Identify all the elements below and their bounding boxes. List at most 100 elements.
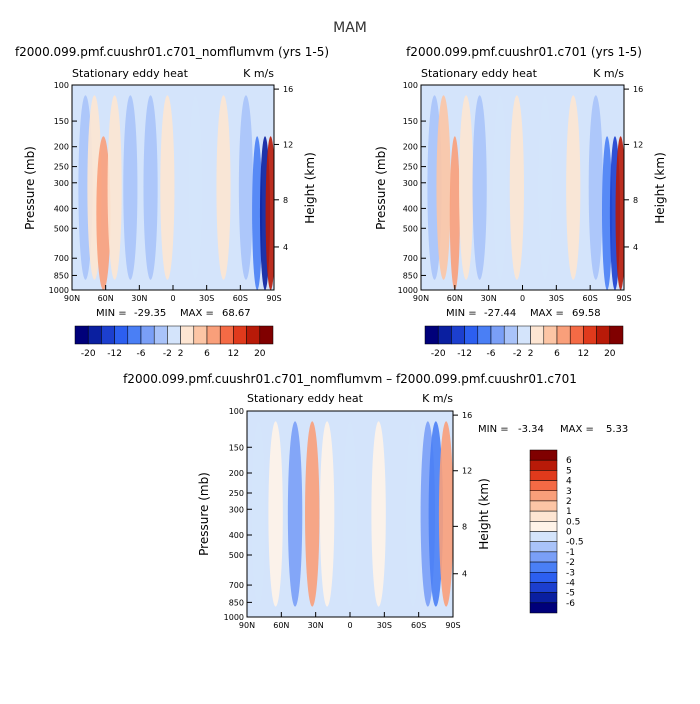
- page-title: MAM: [333, 20, 367, 36]
- colorbar-swatch: [140, 325, 155, 345]
- panel-1-minmax: MIN = -29.35 MAX = 68.67: [96, 308, 251, 319]
- y-tick-label: 400: [54, 204, 69, 213]
- y-tick-label: 200: [229, 469, 244, 478]
- panel-3-max-value: 5.33: [606, 424, 628, 435]
- panel-3-right-label: K m/s: [422, 392, 453, 405]
- colorbar-swatch: [114, 325, 129, 345]
- x-tick-label: 60N: [98, 294, 114, 303]
- x-tick-label: 30N: [131, 294, 147, 303]
- height-tick-label: 8: [462, 522, 467, 531]
- colorbar-swatch: [219, 325, 234, 345]
- colorbar-tick-label: -12: [457, 349, 472, 359]
- height-tick-label: 4: [462, 570, 467, 579]
- colorbar-tick-label: 12: [228, 349, 239, 359]
- y-tick-label: 700: [403, 254, 418, 263]
- x-tick-label: 90N: [413, 294, 429, 303]
- panel-2-colorbar: -20 -12 -6 -2 2 6 12 20: [424, 325, 624, 359]
- panel-2-plot: 100 150 200 250 300 400 500 700 850 1000 16 12 8 4 90N…: [398, 81, 644, 303]
- contour-blob: [615, 136, 624, 290]
- y-tick-label: 1000: [49, 286, 69, 295]
- panel-1-plot: 100 150 200 250 300 400 500 700 850 1000 16 12 8 4 90N…: [49, 81, 294, 303]
- panel-2: f2000.099.pmf.cuushr01.c701 (yrs 1-5) St…: [374, 45, 667, 359]
- colorbar-swatch: [477, 325, 492, 345]
- x-tick-label: 0: [170, 294, 175, 303]
- panel-1-right-label: K m/s: [243, 67, 274, 80]
- y-tick-label: 200: [403, 143, 418, 152]
- x-tick-label: 90N: [239, 621, 255, 630]
- colorbar-tick-label: 20: [254, 349, 266, 359]
- colorbar-swatch: [556, 325, 571, 345]
- panel-2-title: f2000.099.pmf.cuushr01.c701 (yrs 1-5): [406, 45, 642, 59]
- colorbar-tick-label: 0: [566, 528, 572, 538]
- panel-3-min-value: -3.34: [518, 424, 544, 435]
- colorbar-tick-label: -12: [107, 349, 122, 359]
- colorbar-swatch: [167, 325, 181, 345]
- colorbar-swatch: [529, 531, 558, 542]
- y-tick-label: 150: [54, 117, 69, 126]
- colorbar-swatch: [517, 325, 531, 345]
- y-tick-label: 250: [403, 163, 418, 172]
- y-tick-label: 700: [54, 254, 69, 263]
- colorbar-swatch: [529, 490, 558, 502]
- y-tick-label: 850: [54, 271, 69, 280]
- height-tick-label: 16: [633, 85, 643, 94]
- x-tick-label: 90S: [445, 621, 460, 630]
- panel-3-left-label: Stationary eddy heat: [247, 392, 364, 405]
- contour-blob: [472, 95, 487, 280]
- contour-blob: [509, 95, 524, 280]
- y-tick-label: 500: [54, 224, 69, 233]
- colorbar-swatch: [529, 470, 558, 481]
- contour-blob: [265, 136, 274, 290]
- x-tick-label: 60S: [411, 621, 426, 630]
- contour-blob: [438, 421, 453, 607]
- colorbar-tick-label: 1: [566, 507, 572, 517]
- x-tick-label: 60N: [273, 621, 289, 630]
- colorbar-tick-label: -0.5: [566, 538, 584, 548]
- height-tick-label: 16: [283, 85, 293, 94]
- contour-blob: [252, 136, 263, 290]
- x-tick-label: 90S: [616, 294, 631, 303]
- contour-blob: [371, 421, 386, 607]
- colorbar-swatch: [543, 325, 558, 345]
- panel-3-ylabel-right: Height (km): [477, 478, 491, 549]
- panel-2-left-label: Stationary eddy heat: [421, 67, 538, 80]
- x-tick-label: 30N: [308, 621, 324, 630]
- x-tick-label: 30S: [377, 621, 392, 630]
- colorbar-swatch: [529, 572, 558, 583]
- panel-3: f2000.099.pmf.cuushr01.c701_nomflumvm – …: [123, 372, 628, 630]
- x-tick-label: 60S: [583, 294, 598, 303]
- colorbar-tick-label: -1: [566, 548, 575, 558]
- height-tick-label: 8: [633, 196, 638, 205]
- y-tick-label: 300: [403, 179, 418, 188]
- y-tick-label: 300: [54, 179, 69, 188]
- colorbar-swatch: [529, 459, 558, 471]
- colorbar-swatch: [74, 325, 89, 345]
- colorbar-swatch: [259, 325, 274, 345]
- colorbar-tick-label: 20: [604, 349, 616, 359]
- y-tick-label: 100: [229, 407, 244, 416]
- colorbar-tick-label: 4: [566, 477, 572, 487]
- panel-1-title: f2000.099.pmf.cuushr01.c701_nomflumvm (y…: [15, 45, 329, 59]
- colorbar-tick-label: -4: [566, 578, 575, 588]
- x-tick-label: 60N: [447, 294, 463, 303]
- contour-blob: [405, 421, 421, 607]
- contour-blob: [188, 95, 203, 280]
- colorbar-tick-label: -6: [137, 349, 146, 359]
- y-tick-label: 250: [229, 489, 244, 498]
- panel-3-title: f2000.099.pmf.cuushr01.c701_nomflumvm – …: [123, 372, 577, 386]
- panel-1-ylabel: Pressure (mb): [23, 146, 37, 230]
- y-tick-label: 200: [54, 143, 69, 152]
- colorbar-swatch: [503, 325, 518, 345]
- colorbar-swatch: [424, 325, 439, 345]
- colorbar-tick-label: 5: [566, 466, 572, 476]
- x-tick-label: 60S: [233, 294, 248, 303]
- panel-2-max-label: MAX =: [530, 308, 564, 319]
- colorbar-swatch: [233, 325, 247, 345]
- colorbar-swatch: [246, 325, 261, 345]
- contour-blob: [107, 95, 122, 280]
- x-tick-label: 30S: [549, 294, 564, 303]
- panel-2-right-label: K m/s: [593, 67, 624, 80]
- colorbar-swatch: [569, 325, 584, 345]
- colorbar-swatch: [530, 325, 545, 345]
- colorbar-swatch: [529, 551, 558, 563]
